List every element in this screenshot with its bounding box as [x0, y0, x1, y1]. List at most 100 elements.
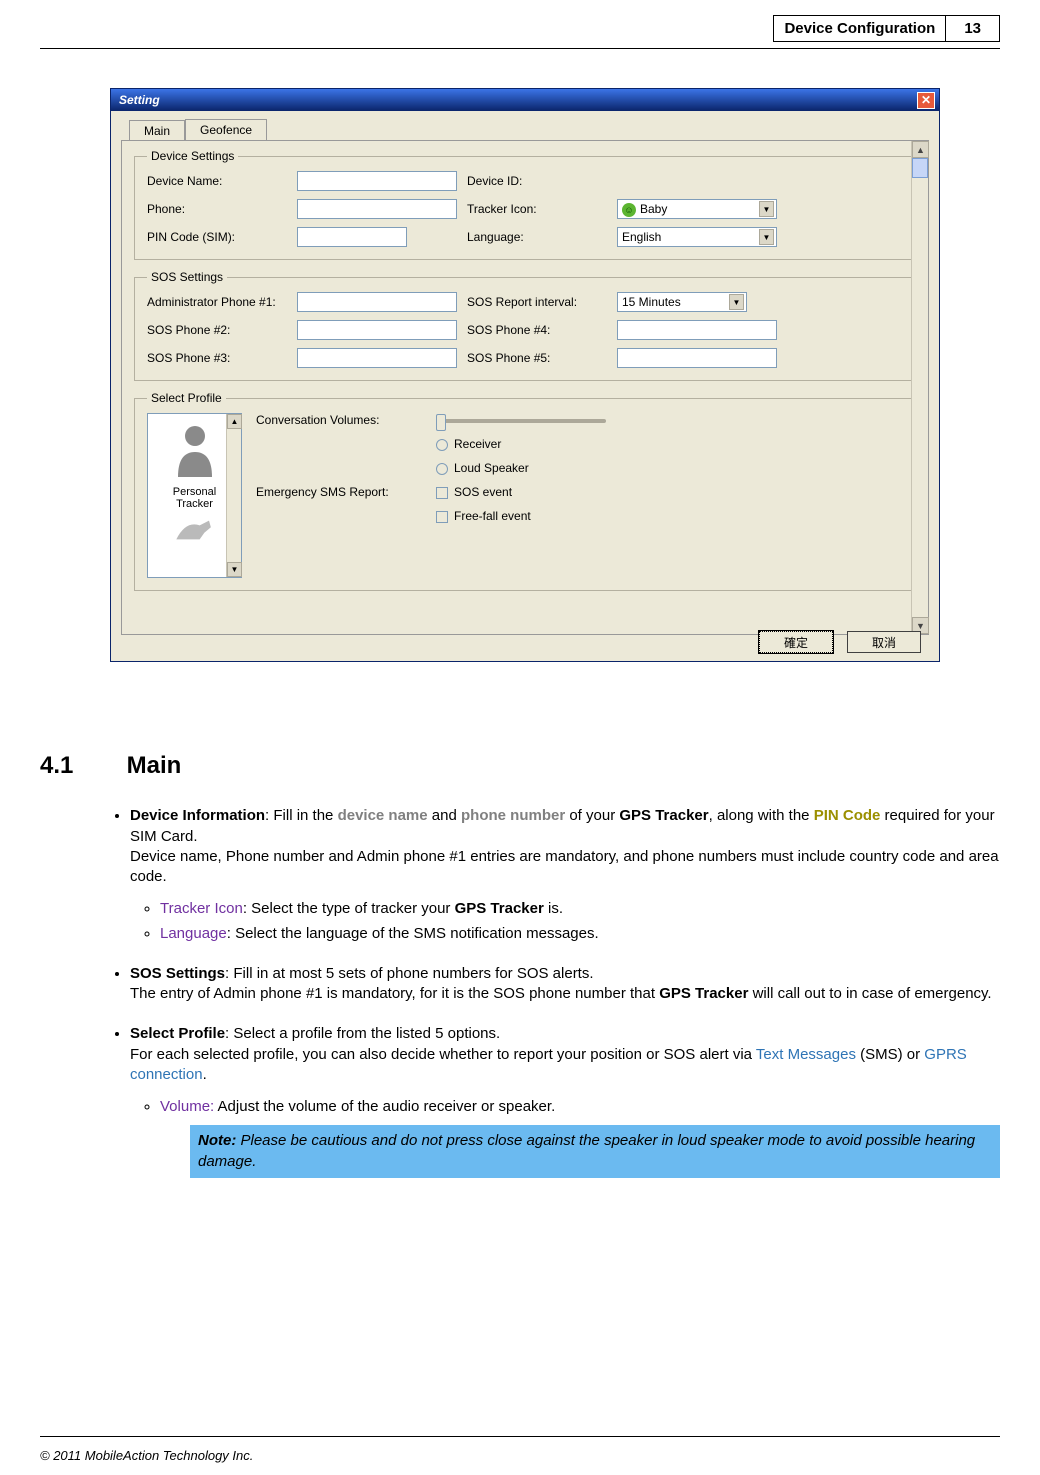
select-profile-group: Select Profile Personal Tracker ▲ ▼	[134, 391, 922, 591]
receiver-radio-row[interactable]: Receiver	[436, 437, 909, 451]
tracker-icon-combo[interactable]: ☺ Baby ▼	[617, 199, 777, 219]
kw-sos-settings: SOS Settings	[130, 965, 225, 982]
language-value: English	[622, 230, 661, 244]
note-label: Note:	[198, 1132, 236, 1149]
scroll-up-icon[interactable]: ▲	[227, 414, 242, 429]
tracker-icon-label: Tracker Icon:	[467, 202, 607, 216]
sos-phone-5-input[interactable]	[617, 348, 777, 368]
radio-icon	[436, 463, 448, 475]
tracker-icon-value: Baby	[640, 202, 667, 216]
sos-phone-3-input[interactable]	[297, 348, 457, 368]
radio-icon	[436, 439, 448, 451]
sms-report-label: Emergency SMS Report:	[256, 485, 426, 499]
profile-list[interactable]: Personal Tracker ▲ ▼	[147, 413, 242, 578]
sos-phone-4-label: SOS Phone #4:	[467, 323, 607, 337]
loud-speaker-label: Loud Speaker	[454, 461, 529, 475]
admin-phone-1-input[interactable]	[297, 292, 457, 312]
device-settings-group: Device Settings Device Name: Device ID: …	[134, 149, 922, 260]
panel-scrollbar[interactable]: ▲ ▼	[911, 141, 928, 634]
kw-phone-number: phone number	[461, 807, 565, 824]
language-combo[interactable]: English ▼	[617, 227, 777, 247]
page-header-title: Device Configuration	[774, 16, 946, 41]
person-icon	[170, 422, 220, 482]
footer-rule	[40, 1436, 1000, 1437]
sos-event-check-row[interactable]: SOS event	[436, 485, 909, 499]
kw-pin-code: PIN Code	[814, 807, 881, 824]
bullet-device-information: Device Information: Fill in the device n…	[130, 806, 1000, 944]
receiver-label: Receiver	[454, 437, 501, 451]
cancel-button[interactable]: 取消	[847, 631, 921, 653]
scroll-thumb[interactable]	[912, 158, 928, 178]
phone-input[interactable]	[297, 199, 457, 219]
conversation-volume-label: Conversation Volumes:	[256, 413, 426, 427]
phone-label: Phone:	[147, 202, 287, 216]
header-rule	[40, 48, 1000, 49]
freefall-check-row[interactable]: Free-fall event	[436, 509, 909, 523]
sos-interval-combo[interactable]: 15 Minutes ▼	[617, 292, 747, 312]
tab-bar: Main Geofence	[129, 119, 929, 140]
page-number: 13	[946, 16, 999, 41]
subitem-language: Language: Select the language of the SMS…	[160, 924, 1000, 944]
sos-interval-label: SOS Report interval:	[467, 295, 607, 309]
profile-scrollbar[interactable]: ▲ ▼	[226, 414, 241, 577]
sos-settings-legend: SOS Settings	[147, 270, 227, 284]
device-name-label: Device Name:	[147, 174, 287, 188]
sos-phone-5-label: SOS Phone #5:	[467, 351, 607, 365]
sos-phone-4-input[interactable]	[617, 320, 777, 340]
subitem-volume: Volume: Adjust the volume of the audio r…	[160, 1097, 1000, 1178]
settings-dialog: Setting ✕ Main Geofence Device Settings …	[110, 88, 940, 662]
kw-device-information: Device Information	[130, 807, 265, 824]
sos-event-label: SOS event	[454, 485, 512, 499]
freefall-label: Free-fall event	[454, 509, 531, 523]
admin-phone-1-label: Administrator Phone #1:	[147, 295, 287, 309]
select-profile-legend: Select Profile	[147, 391, 226, 405]
language-label: Language:	[467, 230, 607, 244]
section-heading: 4.1 Main	[40, 750, 1000, 782]
note-box: Note: Please be cautious and do not pres…	[190, 1125, 1000, 1178]
tab-main[interactable]: Main	[129, 120, 185, 141]
button-bar: 確定 取消	[759, 631, 921, 653]
chevron-down-icon: ▼	[759, 201, 774, 217]
kw-gps-tracker: GPS Tracker	[619, 807, 708, 824]
page-header: Device Configuration 13	[773, 15, 1000, 42]
kw-tracker-icon: Tracker Icon	[160, 900, 243, 917]
kw-device-name: device name	[338, 807, 428, 824]
device-info-line2: Device name, Phone number and Admin phon…	[130, 848, 999, 885]
subitem-tracker-icon: Tracker Icon: Select the type of tracker…	[160, 899, 1000, 919]
kw-text-messages: Text Messages	[756, 1046, 856, 1063]
close-icon[interactable]: ✕	[917, 92, 935, 109]
ok-button[interactable]: 確定	[759, 631, 833, 653]
dialog-title: Setting	[119, 93, 160, 107]
bullet-sos-settings: SOS Settings: Fill in at most 5 sets of …	[130, 964, 1000, 1005]
kw-language: Language	[160, 925, 227, 942]
device-id-label: Device ID:	[467, 174, 607, 188]
dog-icon	[170, 516, 220, 544]
scroll-down-icon[interactable]: ▼	[227, 562, 242, 577]
pin-input[interactable]	[297, 227, 407, 247]
pin-label: PIN Code (SIM):	[147, 230, 287, 244]
device-name-input[interactable]	[297, 171, 457, 191]
sos-settings-group: SOS Settings Administrator Phone #1: SOS…	[134, 270, 922, 381]
doc-section: 4.1 Main Device Information: Fill in the…	[40, 750, 1000, 1198]
section-number: 4.1	[40, 750, 120, 782]
tab-geofence[interactable]: Geofence	[185, 119, 267, 140]
chevron-down-icon: ▼	[759, 229, 774, 245]
tab-panel: Device Settings Device Name: Device ID: …	[121, 140, 929, 635]
footer-copyright: © 2011 MobileAction Technology Inc.	[40, 1448, 253, 1463]
volume-slider[interactable]	[436, 419, 606, 423]
section-title: Main	[127, 752, 182, 779]
checkbox-icon	[436, 511, 448, 523]
scroll-up-icon[interactable]: ▲	[912, 141, 929, 158]
chevron-down-icon: ▼	[729, 294, 744, 310]
kw-volume: Volume:	[160, 1098, 214, 1115]
sos-interval-value: 15 Minutes	[622, 295, 681, 309]
device-settings-legend: Device Settings	[147, 149, 238, 163]
bullet-select-profile: Select Profile: Select a profile from th…	[130, 1024, 1000, 1178]
baby-icon: ☺	[622, 203, 636, 217]
sos-phone-3-label: SOS Phone #3:	[147, 351, 287, 365]
sos-phone-2-input[interactable]	[297, 320, 457, 340]
note-text: Please be cautious and do not press clos…	[198, 1132, 975, 1169]
loud-speaker-radio-row[interactable]: Loud Speaker	[436, 461, 909, 475]
kw-select-profile: Select Profile	[130, 1025, 225, 1042]
titlebar: Setting ✕	[111, 89, 939, 111]
